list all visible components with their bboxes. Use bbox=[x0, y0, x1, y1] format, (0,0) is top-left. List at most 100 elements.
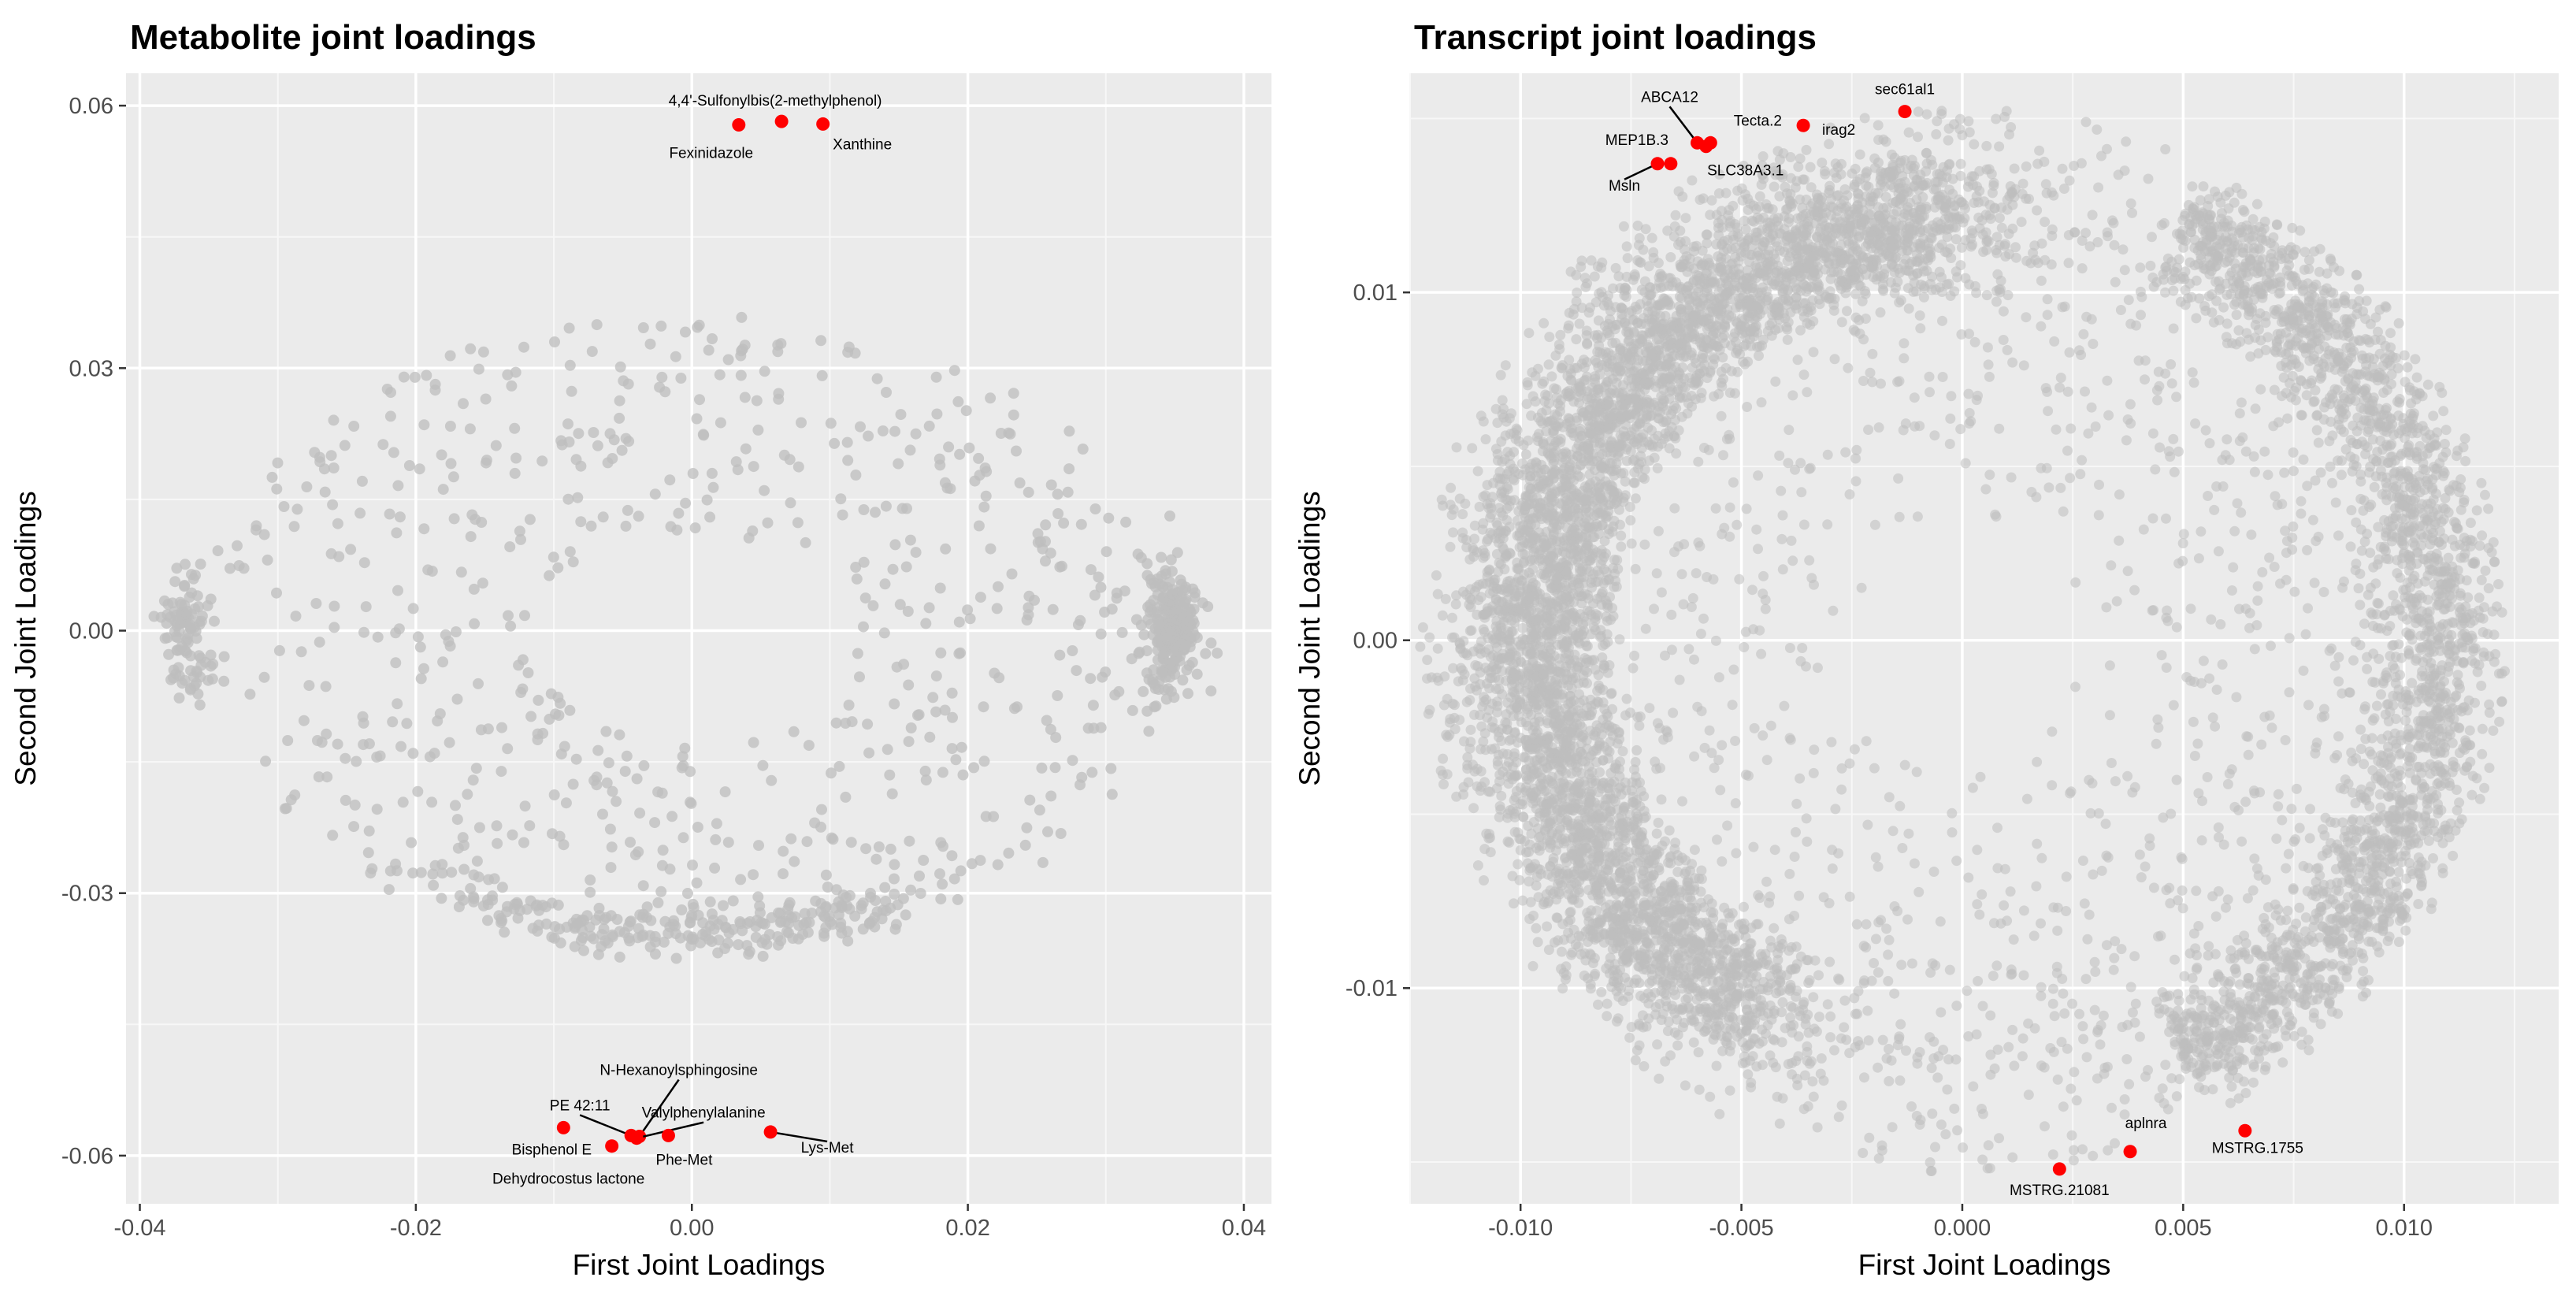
data-point bbox=[273, 644, 285, 656]
data-point bbox=[1045, 479, 1057, 491]
data-point bbox=[1640, 623, 1651, 634]
data-point bbox=[328, 414, 340, 426]
data-point bbox=[845, 837, 857, 848]
data-point bbox=[2359, 856, 2369, 867]
data-point bbox=[946, 687, 958, 699]
data-point bbox=[2068, 1155, 2079, 1166]
data-point bbox=[974, 855, 986, 867]
data-point bbox=[1753, 544, 1763, 555]
data-point bbox=[1761, 876, 1772, 887]
data-point bbox=[2191, 313, 2202, 324]
data-point bbox=[547, 551, 559, 563]
data-point bbox=[504, 541, 516, 553]
data-point bbox=[195, 559, 206, 570]
data-point bbox=[1947, 827, 1958, 838]
data-point bbox=[680, 497, 692, 509]
data-point bbox=[510, 452, 522, 464]
data-point bbox=[1450, 599, 1461, 610]
data-point bbox=[2196, 526, 2207, 537]
data-point bbox=[796, 417, 807, 429]
data-point bbox=[550, 708, 561, 720]
data-point bbox=[328, 600, 340, 612]
data-point bbox=[885, 843, 896, 855]
data-point bbox=[2169, 466, 2180, 477]
data-point bbox=[829, 437, 841, 449]
data-point bbox=[792, 461, 804, 473]
data-point bbox=[325, 548, 337, 559]
data-point bbox=[892, 899, 904, 911]
data-point bbox=[1152, 654, 1164, 666]
data-point bbox=[833, 760, 845, 772]
data-point bbox=[1649, 603, 1659, 614]
data-point bbox=[940, 543, 952, 555]
data-point bbox=[407, 748, 419, 759]
data-point bbox=[546, 931, 558, 943]
data-point bbox=[1011, 445, 1022, 457]
data-point bbox=[2236, 836, 2248, 847]
data-point bbox=[1930, 1142, 1940, 1153]
data-point bbox=[1480, 434, 1491, 445]
data-point bbox=[842, 935, 854, 947]
data-point bbox=[358, 557, 370, 569]
data-point bbox=[1653, 525, 1664, 536]
data-point bbox=[1160, 608, 1171, 620]
data-point bbox=[860, 843, 872, 855]
data-point bbox=[1644, 703, 1655, 714]
data-point bbox=[2059, 1008, 2070, 1019]
data-point bbox=[2248, 885, 2259, 896]
data-point bbox=[879, 578, 891, 590]
data-point bbox=[1921, 109, 1932, 120]
data-point bbox=[415, 673, 427, 685]
data-point bbox=[426, 566, 438, 577]
data-point bbox=[1870, 852, 1881, 863]
data-point bbox=[761, 938, 773, 950]
data-point bbox=[172, 644, 184, 656]
data-point bbox=[360, 601, 372, 613]
data-point bbox=[2480, 489, 2490, 500]
data-point bbox=[2209, 504, 2220, 515]
data-point bbox=[258, 529, 270, 540]
data-point bbox=[1765, 720, 1776, 731]
data-point bbox=[1876, 1140, 1887, 1151]
data-point bbox=[1828, 605, 1839, 616]
data-point bbox=[1981, 290, 1992, 301]
data-point bbox=[1717, 1045, 1728, 1056]
data-point bbox=[2160, 287, 2170, 298]
data-point bbox=[1451, 590, 1462, 601]
data-point bbox=[1075, 518, 1087, 530]
data-point bbox=[663, 927, 674, 939]
data-point bbox=[1171, 604, 1182, 616]
data-point bbox=[477, 346, 489, 358]
data-point bbox=[525, 711, 537, 722]
data-point bbox=[555, 748, 567, 760]
data-point bbox=[473, 678, 484, 689]
data-point bbox=[772, 346, 784, 358]
data-point bbox=[748, 869, 759, 881]
data-point bbox=[1728, 664, 1739, 675]
data-point bbox=[963, 442, 975, 454]
data-point bbox=[225, 562, 236, 574]
data-point bbox=[675, 373, 687, 384]
data-point bbox=[2273, 789, 2284, 800]
data-point bbox=[766, 774, 778, 786]
data-point bbox=[1710, 635, 1721, 646]
data-point bbox=[407, 603, 419, 614]
data-point bbox=[891, 661, 903, 673]
data-point bbox=[517, 654, 529, 666]
data-point bbox=[870, 853, 882, 865]
data-point bbox=[677, 832, 689, 844]
data-point bbox=[2471, 773, 2482, 784]
data-point bbox=[564, 546, 576, 558]
data-point bbox=[2080, 386, 2090, 397]
data-point bbox=[803, 740, 815, 752]
data-point bbox=[471, 856, 483, 867]
data-point bbox=[2078, 1034, 2089, 1045]
data-point bbox=[968, 762, 980, 774]
data-point bbox=[1527, 960, 1539, 971]
data-point bbox=[1143, 674, 1155, 685]
data-point bbox=[468, 583, 480, 595]
data-point bbox=[1873, 1062, 1884, 1073]
point-label: PE 42:11 bbox=[550, 1097, 611, 1114]
data-point bbox=[2080, 117, 2092, 128]
data-point bbox=[1741, 503, 1752, 514]
